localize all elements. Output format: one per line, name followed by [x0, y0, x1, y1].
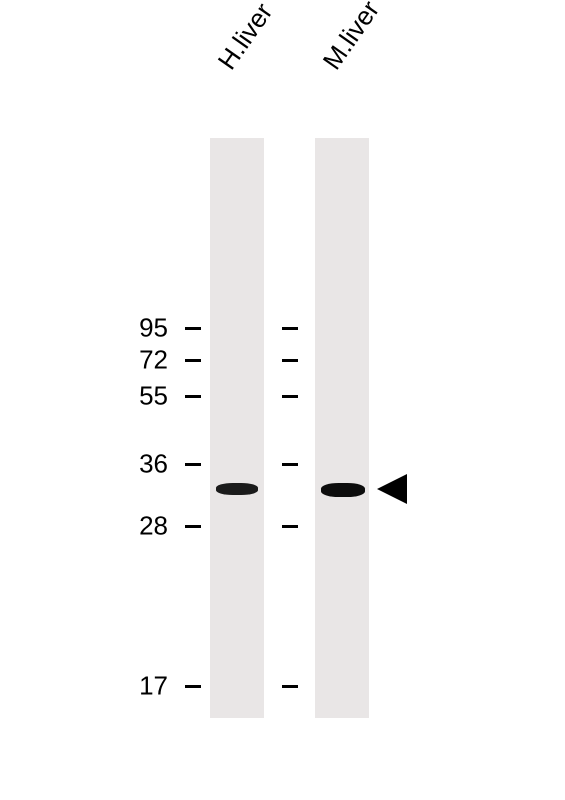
mw-marker-tick: [282, 395, 298, 398]
mw-marker-tick: [185, 359, 201, 362]
blot-lane-m-liver: M.liver: [315, 138, 369, 718]
mw-marker-tick: [282, 463, 298, 466]
blot-band: [321, 483, 365, 497]
mw-marker-tick: [185, 327, 201, 330]
blot-lane-h-liver: H.liver: [210, 138, 264, 718]
lane-label-h-liver: H.liver: [212, 0, 280, 76]
mw-marker-tick: [282, 359, 298, 362]
mw-marker-label: 95: [139, 313, 168, 344]
mw-marker-tick: [185, 525, 201, 528]
blot-canvas: H.liver M.liver 9572 55 36 28 17: [0, 0, 565, 800]
mw-marker-tick: [185, 685, 201, 688]
mw-marker-label: 55: [139, 381, 168, 412]
band-pointer-arrow-icon: [377, 474, 407, 504]
mw-marker-label: 72: [139, 345, 168, 376]
mw-marker-tick: [185, 463, 201, 466]
mw-marker-label: 36: [139, 449, 168, 480]
mw-marker-tick: [282, 525, 298, 528]
lane-label-m-liver: M.liver: [317, 0, 386, 76]
blot-band: [216, 483, 258, 495]
mw-marker-tick: [282, 685, 298, 688]
mw-marker-tick: [282, 327, 298, 330]
mw-marker-tick: [185, 395, 201, 398]
mw-marker-label: 28: [139, 511, 168, 542]
mw-marker-label: 17: [139, 671, 168, 702]
